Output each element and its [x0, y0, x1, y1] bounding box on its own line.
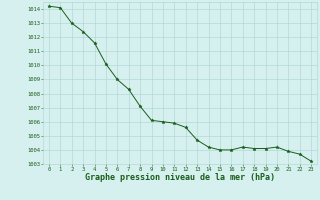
X-axis label: Graphe pression niveau de la mer (hPa): Graphe pression niveau de la mer (hPa) — [85, 173, 275, 182]
